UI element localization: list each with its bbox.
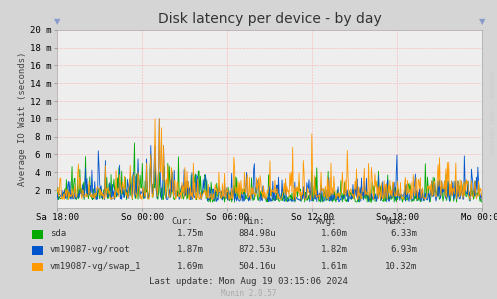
- Text: Min:: Min:: [244, 217, 265, 226]
- Text: 1.87m: 1.87m: [177, 245, 204, 254]
- Text: 6.93m: 6.93m: [391, 245, 417, 254]
- Text: ▼: ▼: [479, 17, 486, 26]
- Text: Cur:: Cur:: [171, 217, 193, 226]
- Text: Max:: Max:: [385, 217, 407, 226]
- Text: Avg:: Avg:: [316, 217, 337, 226]
- Text: 1.69m: 1.69m: [177, 262, 204, 271]
- Text: Last update: Mon Aug 19 03:15:06 2024: Last update: Mon Aug 19 03:15:06 2024: [149, 277, 348, 286]
- Text: 1.82m: 1.82m: [321, 245, 348, 254]
- Text: 6.33m: 6.33m: [391, 229, 417, 238]
- Title: Disk latency per device - by day: Disk latency per device - by day: [158, 12, 382, 26]
- Text: 504.16u: 504.16u: [238, 262, 276, 271]
- Text: sda: sda: [50, 229, 66, 238]
- Text: ▼: ▼: [54, 17, 61, 26]
- Text: 1.75m: 1.75m: [177, 229, 204, 238]
- Text: vm19087-vg/swap_1: vm19087-vg/swap_1: [50, 262, 141, 271]
- Text: 1.61m: 1.61m: [321, 262, 348, 271]
- Text: 884.98u: 884.98u: [238, 229, 276, 238]
- Y-axis label: Average IO Wait (seconds): Average IO Wait (seconds): [18, 52, 27, 186]
- Text: vm19087-vg/root: vm19087-vg/root: [50, 245, 130, 254]
- Text: 872.53u: 872.53u: [238, 245, 276, 254]
- Text: RRDTOOL / TOBI OETIKER: RRDTOOL / TOBI OETIKER: [489, 72, 494, 155]
- Text: 1.60m: 1.60m: [321, 229, 348, 238]
- Text: 10.32m: 10.32m: [385, 262, 417, 271]
- Text: Munin 2.0.57: Munin 2.0.57: [221, 289, 276, 298]
